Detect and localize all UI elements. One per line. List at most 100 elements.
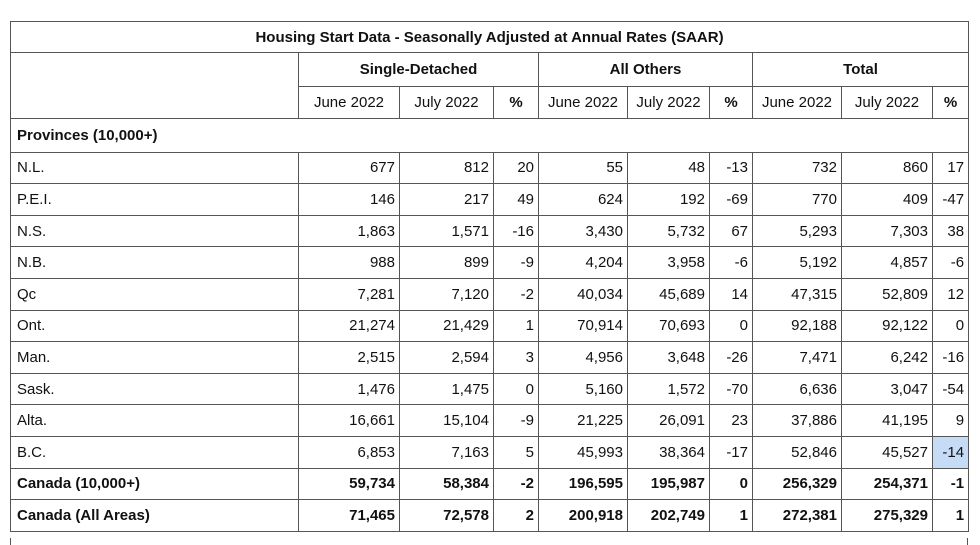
table-cell: 14 xyxy=(709,277,753,311)
table-cell: 47,315 xyxy=(752,277,842,311)
table-cell: 45,689 xyxy=(627,277,710,311)
row-label: N.B. xyxy=(10,246,299,279)
table-cell: -16 xyxy=(493,214,539,248)
table-cell: 409 xyxy=(841,183,933,216)
table-cell: 3,430 xyxy=(538,214,628,248)
table-row: N.L. 677 812 20 55 48 -13 732 860 17 xyxy=(10,151,970,185)
row-label: Canada (10,000+) xyxy=(10,467,299,501)
table-cell: 1,863 xyxy=(298,214,400,248)
blank-header-cell xyxy=(10,52,299,87)
table-cell: 624 xyxy=(538,183,628,216)
table-row: Alta. 16,661 15,104 -9 21,225 26,091 23 37,886 4… xyxy=(10,404,970,437)
table-cell: 23 xyxy=(709,404,753,437)
housing-starts-table: Housing Start Data - Seasonally Adjusted… xyxy=(9,21,970,532)
table-row: P.E.I. 146 217 49 624 192 -69 770 409 -47 xyxy=(10,183,970,216)
row-label: Canada (All Areas) xyxy=(10,499,299,532)
row-label: B.C. xyxy=(10,435,299,469)
table-cell: 4,204 xyxy=(538,246,628,279)
table-cell: -54 xyxy=(931,372,970,406)
table-title: Housing Start Data - Seasonally Adjusted… xyxy=(9,21,970,53)
table-cell: 195,987 xyxy=(627,467,710,501)
table-cell: -6 xyxy=(931,246,970,279)
table-cell: 200,918 xyxy=(538,499,628,532)
subheader-july: July 2022 xyxy=(399,86,494,119)
table-row: N.B. 988 899 -9 4,204 3,958 -6 5,192 4,857 -6 xyxy=(10,246,970,279)
table-cell: 5,293 xyxy=(752,214,842,248)
table-row: Man. 2,515 2,594 3 4,956 3,648 -26 7,471 6,242 -1… xyxy=(10,341,970,374)
table-cell: 59,734 xyxy=(298,467,400,501)
table-cell: 272,381 xyxy=(752,499,842,532)
table-cell: 92,122 xyxy=(841,309,933,343)
total-row: Canada (10,000+) 59,734 58,384 -2 196,595 195… xyxy=(10,467,970,501)
table-cell: -9 xyxy=(493,404,539,437)
table-cell: 0 xyxy=(931,309,970,343)
table-row: N.S. 1,863 1,571 -16 3,430 5,732 67 5,293 7,303 3… xyxy=(10,214,970,248)
table-continuation xyxy=(10,538,968,545)
table-cell: 202,749 xyxy=(627,499,710,532)
table-cell: 3,047 xyxy=(841,372,933,406)
table-cell: 3,648 xyxy=(627,341,710,374)
table-cell: 70,914 xyxy=(538,309,628,343)
row-label: Qc xyxy=(10,277,299,311)
table-cell: 26,091 xyxy=(627,404,710,437)
table-cell: 677 xyxy=(298,151,400,185)
table-cell: 70,693 xyxy=(627,309,710,343)
table-cell: 5,192 xyxy=(752,246,842,279)
table-cell: 812 xyxy=(399,151,494,185)
table-cell: 6,853 xyxy=(298,435,400,469)
table-cell: 7,281 xyxy=(298,277,400,311)
table-cell: 1,475 xyxy=(399,372,494,406)
table-cell: 5 xyxy=(493,435,539,469)
table-cell: 732 xyxy=(752,151,842,185)
table-cell: 67 xyxy=(709,214,753,248)
table-cell: 21,429 xyxy=(399,309,494,343)
table-cell: -2 xyxy=(493,467,539,501)
table-cell: 0 xyxy=(709,467,753,501)
table-cell: 254,371 xyxy=(841,467,933,501)
table-cell: 7,120 xyxy=(399,277,494,311)
table-cell: 6,636 xyxy=(752,372,842,406)
table-cell: 275,329 xyxy=(841,499,933,532)
table-cell: 196,595 xyxy=(538,467,628,501)
table-cell: 58,384 xyxy=(399,467,494,501)
table-cell: 37,886 xyxy=(752,404,842,437)
table-cell: -2 xyxy=(493,277,539,311)
table-cell: 217 xyxy=(399,183,494,216)
table-cell: 770 xyxy=(752,183,842,216)
table-cell: 860 xyxy=(841,151,933,185)
table-cell: 38,364 xyxy=(627,435,710,469)
table-cell: 7,303 xyxy=(841,214,933,248)
table-cell: 1,572 xyxy=(627,372,710,406)
subheader-june: June 2022 xyxy=(752,86,842,119)
table-cell: 20 xyxy=(493,151,539,185)
total-row: Canada (All Areas) 71,465 72,578 2 200,918 20… xyxy=(10,499,970,532)
group-header-single-detached: Single-Detached xyxy=(298,52,539,87)
table-cell: 0 xyxy=(709,309,753,343)
table-cell: 3 xyxy=(493,341,539,374)
table-cell: 0 xyxy=(493,372,539,406)
subheader-june: June 2022 xyxy=(538,86,628,119)
table-cell: 48 xyxy=(627,151,710,185)
table-cell: 4,857 xyxy=(841,246,933,279)
subheader-june: June 2022 xyxy=(298,86,400,119)
table-cell: 38 xyxy=(931,214,970,248)
table-cell: 7,471 xyxy=(752,341,842,374)
table-cell: 72,578 xyxy=(399,499,494,532)
table-cell: -1 xyxy=(931,467,970,501)
subheader-july: July 2022 xyxy=(841,86,933,119)
table-row: Qc 7,281 7,120 -2 40,034 45,689 14 47,315 52,809… xyxy=(10,277,970,311)
table-cell: 5,160 xyxy=(538,372,628,406)
subheader-percent: % xyxy=(709,86,753,119)
table-cell: 256,329 xyxy=(752,467,842,501)
row-label: Alta. xyxy=(10,404,299,437)
table-cell: 16,661 xyxy=(298,404,400,437)
table-cell: 4,956 xyxy=(538,341,628,374)
subheader-percent: % xyxy=(931,86,970,119)
table-cell: 1 xyxy=(493,309,539,343)
table-cell: -69 xyxy=(709,183,753,216)
table-cell: 52,846 xyxy=(752,435,842,469)
table-row: Ont. 21,274 21,429 1 70,914 70,693 0 92,188 92,1… xyxy=(10,309,970,343)
table-cell: 40,034 xyxy=(538,277,628,311)
table-cell: 55 xyxy=(538,151,628,185)
row-label: Sask. xyxy=(10,372,299,406)
